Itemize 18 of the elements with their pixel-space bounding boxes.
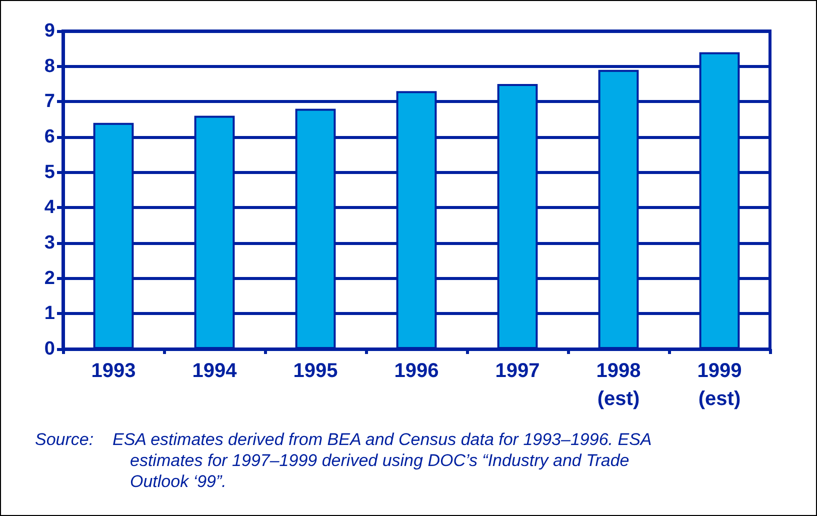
- x-tick-label: 1994: [192, 360, 238, 382]
- y-tick-label: 2: [44, 268, 55, 289]
- x-tick-label: 1998 (est): [596, 360, 641, 410]
- y-tick-label: 8: [44, 56, 55, 77]
- x-tick-label: 1993: [91, 360, 136, 382]
- x-tick-label: 1996: [394, 360, 439, 382]
- y-tick-label: 4: [44, 197, 56, 218]
- y-tick-label: 5: [44, 162, 56, 183]
- y-tick-label: 3: [44, 232, 55, 254]
- y-tick-label: 1: [44, 303, 56, 324]
- y-tick-label: 7: [44, 91, 55, 112]
- x-tick-label: 1995: [293, 360, 338, 382]
- source-note: Source: ESA estimates derived from BEA and Census data for 1993–1996. ESA estimates for 1997–1999 derived using DOC’s “Industry and Trade Outlook ‘99”.: [35, 429, 652, 492]
- x-tick-label: 1999 (est): [697, 360, 742, 410]
- y-tick-label: 0: [44, 338, 55, 360]
- y-tick-label: 6: [44, 126, 55, 148]
- y-tick-label: 9: [44, 20, 55, 42]
- x-tick-label: 1997: [495, 360, 540, 382]
